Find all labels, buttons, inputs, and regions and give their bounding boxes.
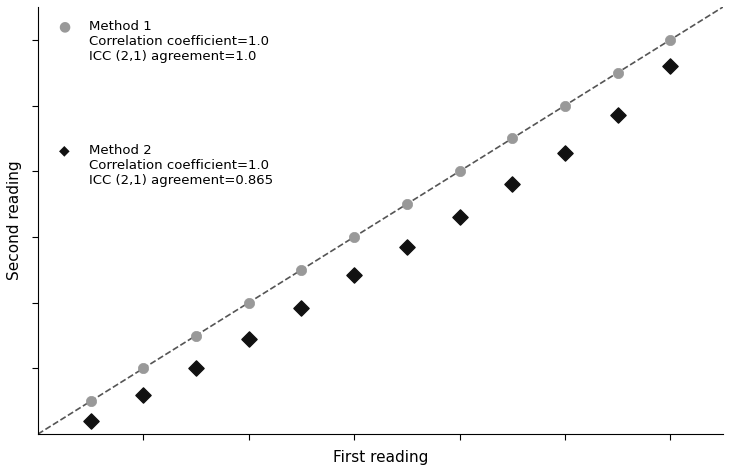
Point <box>664 62 676 70</box>
Y-axis label: Second reading: Second reading <box>7 160 22 280</box>
Point <box>559 102 571 110</box>
Point <box>348 233 360 241</box>
Point <box>85 417 96 425</box>
Point <box>507 135 518 142</box>
Text: Method 2
Correlation coefficient=1.0
ICC (2,1) agreement=0.865: Method 2 Correlation coefficient=1.0 ICC… <box>89 143 274 186</box>
Point <box>296 304 307 312</box>
Point <box>296 266 307 274</box>
Point <box>454 168 466 175</box>
X-axis label: First reading: First reading <box>333 450 429 465</box>
Point <box>401 200 412 208</box>
Point <box>191 332 202 339</box>
Text: Method 1
Correlation coefficient=1.0
ICC (2,1) agreement=1.0: Method 1 Correlation coefficient=1.0 ICC… <box>89 20 269 63</box>
Point <box>137 364 149 372</box>
Point <box>401 243 412 251</box>
Point <box>137 391 149 398</box>
Point <box>664 36 676 43</box>
Point <box>559 149 571 157</box>
Point <box>85 397 96 405</box>
Point <box>454 213 466 221</box>
Point <box>348 271 360 278</box>
Text: ●: ● <box>58 20 71 34</box>
Point <box>243 335 255 343</box>
Text: ◆: ◆ <box>58 143 69 158</box>
Point <box>243 299 255 306</box>
Point <box>191 364 202 372</box>
Point <box>612 111 623 119</box>
Point <box>507 181 518 188</box>
Point <box>612 69 623 76</box>
